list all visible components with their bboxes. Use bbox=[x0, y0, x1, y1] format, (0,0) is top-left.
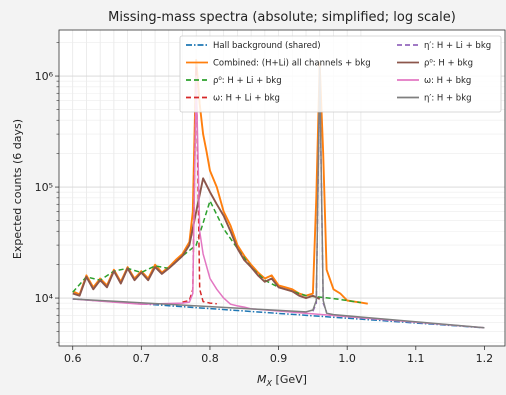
y-axis-label: Expected counts (6 days) bbox=[11, 119, 24, 259]
legend-label: η′: H + Li + bkg bbox=[424, 41, 491, 51]
series-line-h-bkg-5 bbox=[72, 177, 321, 300]
x-tick-label: 0.6 bbox=[64, 352, 82, 365]
legend-label: ρ⁰: H + bkg bbox=[424, 59, 473, 69]
x-tick-label: 0.8 bbox=[201, 352, 219, 365]
y-tick-label: 10⁶ bbox=[35, 70, 54, 83]
y-tick-label: 10⁵ bbox=[35, 181, 53, 194]
x-tick-label: 1.1 bbox=[407, 352, 425, 365]
legend-label: Combined: (H+Li) all channels + bkg bbox=[213, 59, 371, 69]
x-tick-label: 1.0 bbox=[338, 352, 356, 365]
legend-label: ω: H + bkg bbox=[424, 76, 471, 86]
chart-title: Missing-mass spectra (absolute; simplifi… bbox=[108, 10, 456, 25]
x-axis-label: MX [GeV] bbox=[257, 373, 307, 388]
x-tick-label: 0.9 bbox=[270, 352, 288, 365]
plot-frame bbox=[58, 29, 506, 347]
legend-label: η′: H + bkg bbox=[424, 94, 472, 104]
y-axis: 10⁴ 10⁵ 10⁶ bbox=[35, 42, 59, 343]
x-tick-label: 1.2 bbox=[476, 352, 494, 365]
legend-box bbox=[179, 35, 502, 113]
legend-label: ρ⁰: H + Li + bkg bbox=[213, 76, 282, 86]
legend: Hall background (shared) Combined: (H+Li)… bbox=[179, 35, 502, 113]
legend-label: ω: H + Li + bkg bbox=[213, 94, 280, 104]
x-axis: 0.6 0.7 0.8 0.9 1.0 1.1 1.2 bbox=[64, 346, 493, 365]
y-tick-label: 10⁴ bbox=[35, 292, 54, 305]
legend-label: Hall background (shared) bbox=[213, 41, 321, 51]
x-tick-label: 0.7 bbox=[133, 352, 151, 365]
series-line-h-bkg-6 bbox=[72, 75, 485, 329]
